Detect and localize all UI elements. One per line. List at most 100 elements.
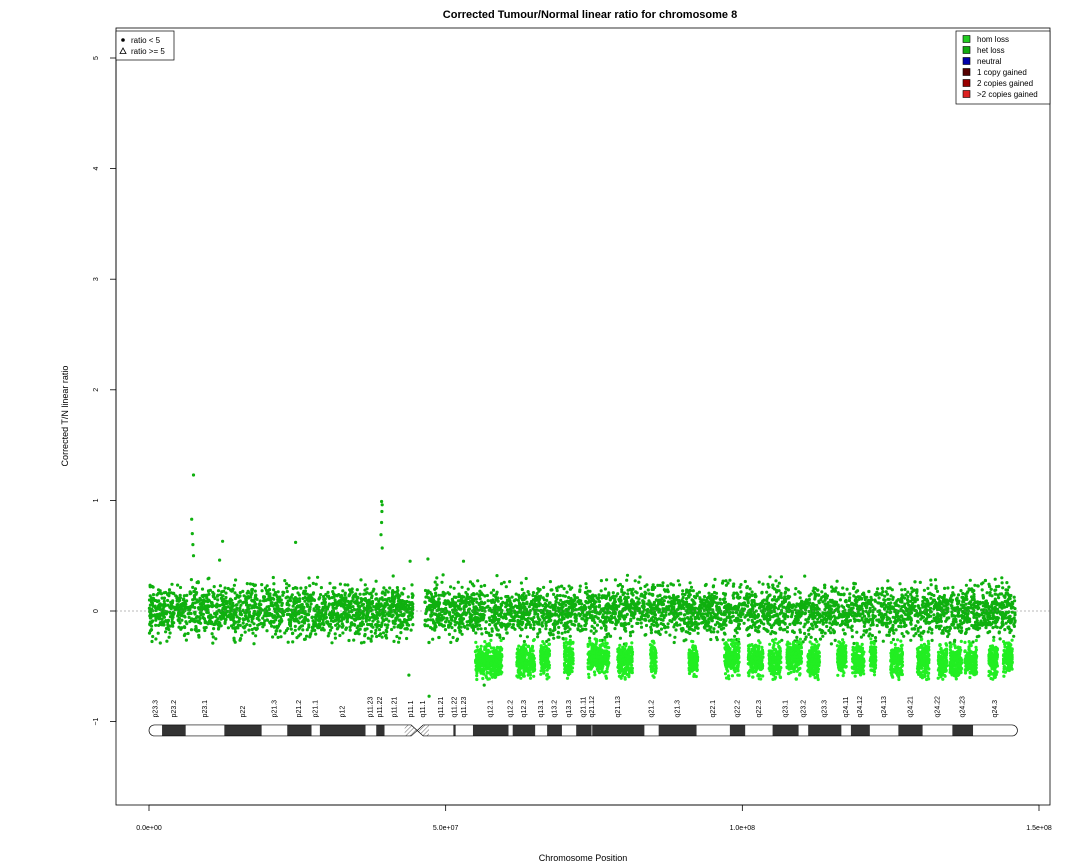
data-point xyxy=(466,627,470,631)
data-point xyxy=(327,631,331,635)
data-point xyxy=(319,593,323,597)
data-point xyxy=(486,599,490,603)
data-point xyxy=(323,616,328,620)
data-point xyxy=(322,622,326,627)
data-point xyxy=(354,592,358,596)
data-point xyxy=(245,582,249,586)
data-point xyxy=(364,598,368,602)
data-point xyxy=(639,625,644,629)
data-point xyxy=(531,591,536,595)
data-point xyxy=(270,624,274,628)
data-point xyxy=(223,621,227,626)
data-point xyxy=(150,639,154,644)
data-point xyxy=(149,613,153,617)
data-point xyxy=(966,616,970,620)
data-point xyxy=(932,613,936,617)
data-point xyxy=(466,587,470,591)
data-point xyxy=(558,593,562,598)
data-point xyxy=(976,584,980,588)
data-point xyxy=(540,621,544,625)
data-point xyxy=(536,632,540,636)
data-point xyxy=(180,618,184,622)
data-point xyxy=(215,594,219,598)
data-point xyxy=(554,600,558,604)
data-point xyxy=(331,592,336,596)
data-point xyxy=(746,618,750,622)
data-point xyxy=(280,619,284,623)
data-point xyxy=(877,618,881,622)
data-point xyxy=(410,583,414,587)
data-point xyxy=(276,597,280,602)
data-point xyxy=(368,622,372,627)
data-point xyxy=(331,606,335,610)
data-point xyxy=(382,606,386,611)
data-point xyxy=(269,601,273,605)
data-point xyxy=(489,591,493,595)
data-point xyxy=(682,639,686,643)
data-point xyxy=(310,615,314,619)
band-label: q24.22 xyxy=(934,696,941,718)
data-point xyxy=(307,576,311,580)
data-point xyxy=(244,599,248,604)
data-point xyxy=(981,595,985,599)
data-point xyxy=(566,630,570,634)
data-point xyxy=(224,617,228,622)
data-point xyxy=(355,588,359,592)
data-point xyxy=(409,628,413,632)
data-point xyxy=(265,618,269,622)
data-point xyxy=(517,603,521,608)
data-point xyxy=(307,625,311,629)
data-point xyxy=(915,598,920,602)
data-point xyxy=(275,595,279,599)
data-point xyxy=(283,579,287,583)
data-point xyxy=(358,592,362,596)
data-point xyxy=(333,598,337,602)
data-point xyxy=(390,605,394,609)
data-point xyxy=(170,601,174,605)
data-point xyxy=(188,620,192,624)
data-point xyxy=(301,628,305,632)
data-point xyxy=(182,597,186,602)
data-point xyxy=(319,586,323,590)
data-point xyxy=(281,613,285,618)
data-point xyxy=(611,591,615,595)
data-point xyxy=(613,612,617,616)
data-point xyxy=(254,593,258,597)
data-point xyxy=(820,590,824,594)
band-label: p23.2 xyxy=(171,700,178,718)
data-point xyxy=(750,607,754,611)
data-point xyxy=(278,595,282,599)
data-point xyxy=(150,607,154,611)
data-point xyxy=(241,617,245,621)
data-point xyxy=(906,595,910,599)
data-point xyxy=(551,633,555,637)
data-point xyxy=(390,627,394,632)
data-point xyxy=(785,605,790,609)
data-point xyxy=(745,585,750,589)
data-point xyxy=(757,580,761,584)
ideogram-band xyxy=(384,724,405,736)
data-point xyxy=(248,623,252,628)
data-point xyxy=(630,624,634,629)
data-point xyxy=(371,619,375,623)
data-point xyxy=(915,612,919,616)
data-point xyxy=(671,596,676,600)
data-point xyxy=(502,580,506,584)
data-point xyxy=(883,594,887,598)
data-point xyxy=(211,635,215,639)
data-point xyxy=(254,634,258,638)
data-point xyxy=(462,624,466,629)
data-point xyxy=(204,625,208,630)
data-point xyxy=(328,581,332,585)
data-point xyxy=(984,623,988,627)
data-point xyxy=(199,621,203,625)
data-point xyxy=(471,602,475,606)
data-point xyxy=(333,619,337,623)
data-point xyxy=(231,601,235,605)
data-point xyxy=(666,600,671,604)
data-point xyxy=(774,579,778,583)
data-point xyxy=(393,590,397,594)
data-point xyxy=(950,600,954,604)
ideogram-band xyxy=(850,724,870,736)
data-point xyxy=(396,588,400,593)
